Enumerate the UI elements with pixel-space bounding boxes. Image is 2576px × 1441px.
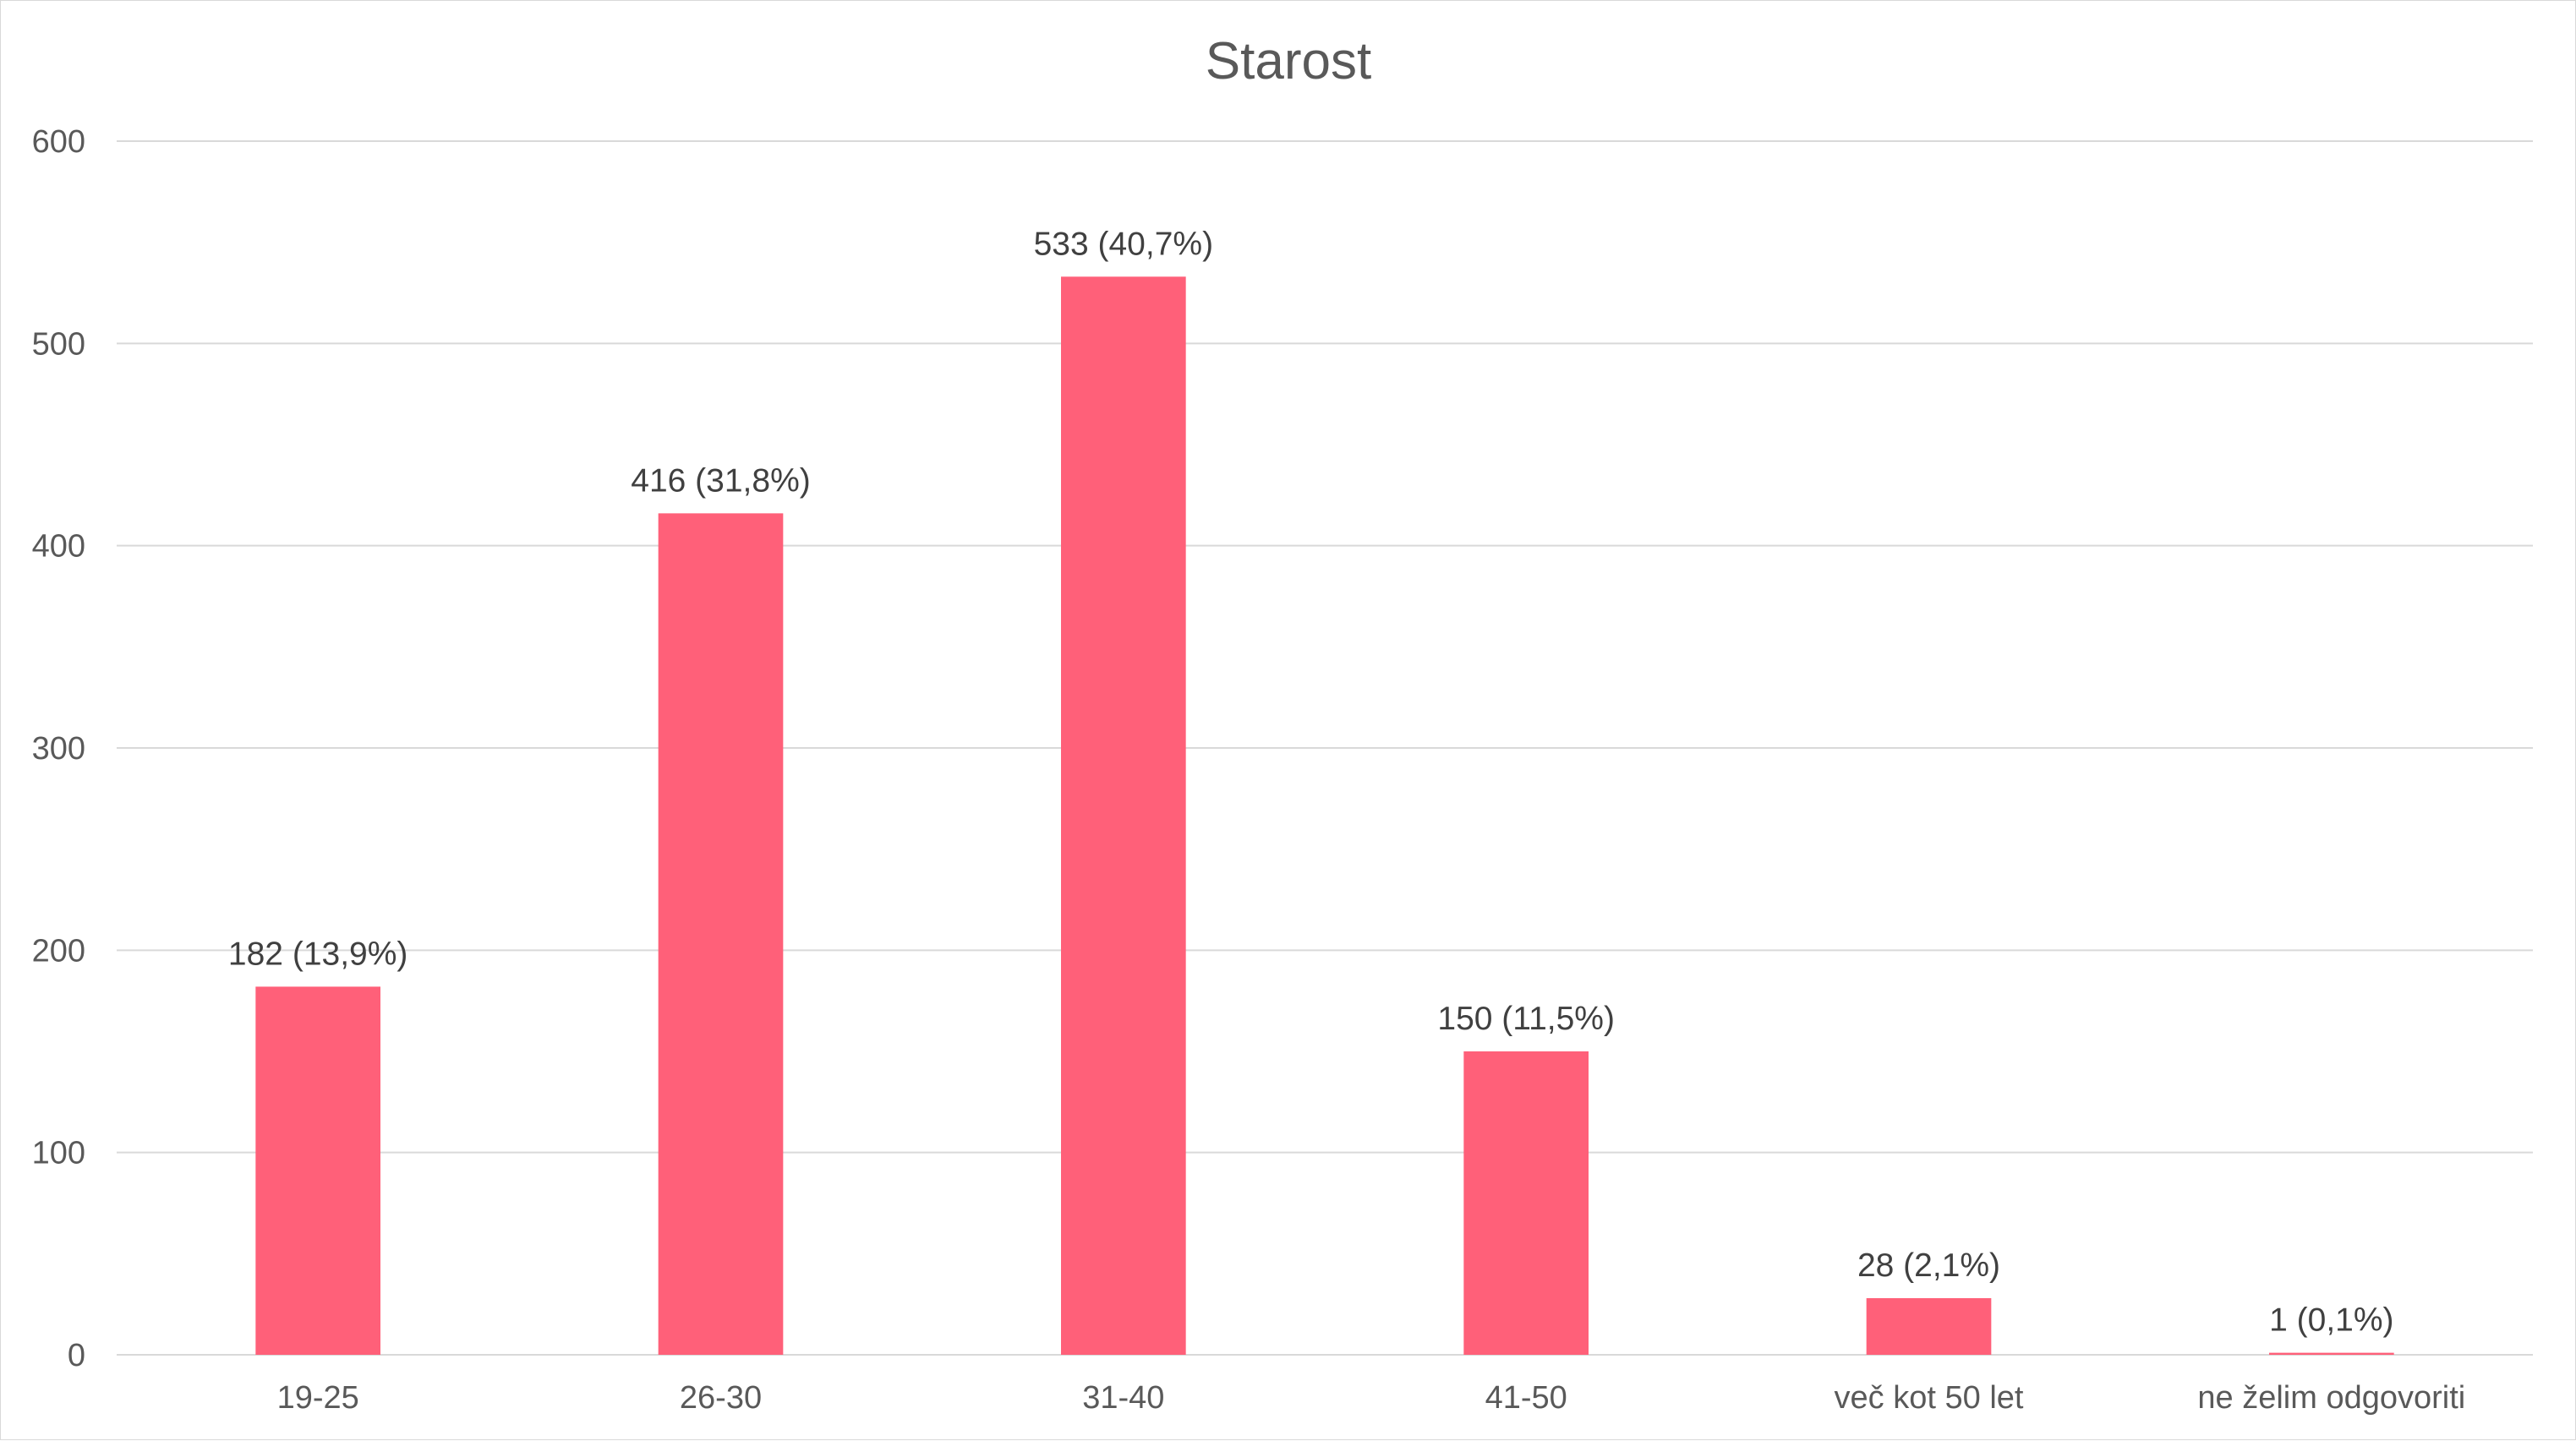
data-label: 416 (31,8%) — [631, 462, 810, 499]
bar — [255, 986, 380, 1355]
bar — [1866, 1297, 1992, 1355]
x-tick-label: 19-25 — [277, 1380, 359, 1416]
data-label: 28 (2,1%) — [1857, 1247, 2000, 1284]
data-label: 533 (40,7%) — [1034, 226, 1213, 262]
chart-title: Starost — [1206, 32, 1371, 90]
bar — [658, 513, 784, 1355]
y-tick-label: 100 — [32, 1136, 85, 1171]
data-labels: 182 (13,9%) 416 (31,8%) 533 (40,7%) 150 (11… — [228, 226, 2394, 1338]
x-tick-label: 26-30 — [680, 1380, 762, 1416]
y-tick-label: 600 — [32, 124, 85, 160]
y-tick-label: 300 — [32, 731, 85, 767]
y-tick-label: 400 — [32, 529, 85, 565]
x-tick-label: 31-40 — [1082, 1380, 1164, 1416]
y-tick-label: 500 — [32, 326, 85, 362]
data-label: 1 (0,1%) — [2269, 1302, 2393, 1339]
gridlines — [117, 140, 2533, 1356]
y-tick-label: 0 — [68, 1338, 85, 1373]
bars — [255, 276, 2394, 1356]
x-tick-label: več kot 50 let — [1835, 1380, 2024, 1416]
data-label: 150 (11,5%) — [1437, 1001, 1615, 1037]
y-axis-ticks: 0 100 200 300 400 500 600 — [32, 124, 85, 1373]
bar — [2269, 1352, 2394, 1355]
bar — [1463, 1051, 1589, 1355]
bar — [1061, 276, 1186, 1356]
x-tick-label: ne želim odgovoriti — [2197, 1380, 2465, 1416]
data-label: 182 (13,9%) — [228, 936, 407, 972]
x-tick-label: 41-50 — [1485, 1380, 1567, 1416]
x-axis-ticks: 19-25 26-30 31-40 41-50 več kot 50 let ne žel… — [277, 1380, 2466, 1416]
y-tick-label: 200 — [32, 933, 85, 969]
